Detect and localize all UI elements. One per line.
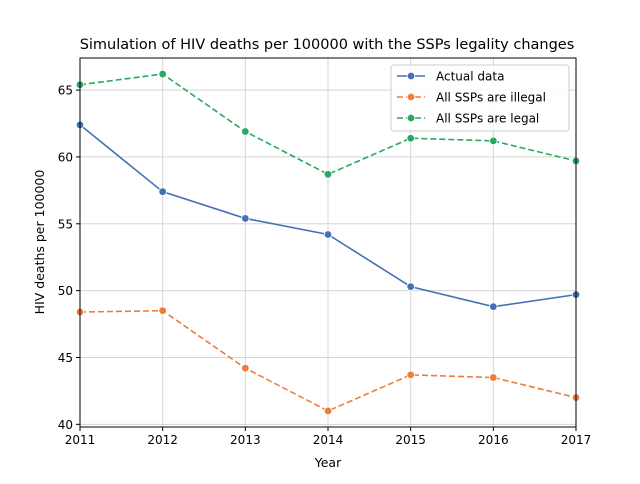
x-tick-label: 2014 xyxy=(313,433,344,447)
y-tick-label: 50 xyxy=(58,284,73,298)
y-tick-label: 40 xyxy=(58,418,73,432)
legend-label: Actual data xyxy=(436,70,504,84)
x-tick-label: 2016 xyxy=(478,433,509,447)
chart-title: Simulation of HIV deaths per 100000 with… xyxy=(80,37,575,53)
data-point xyxy=(489,136,498,146)
x-tick-label: 2012 xyxy=(147,433,178,447)
series-0 xyxy=(75,120,581,311)
legend-box xyxy=(390,64,570,132)
legend-marker xyxy=(406,113,416,123)
data-point xyxy=(406,282,415,291)
legend-marker xyxy=(406,71,416,81)
data-point xyxy=(489,373,498,382)
y-tick-label: 45 xyxy=(58,351,73,365)
legend-marker xyxy=(406,92,416,102)
x-tick-label: 2011 xyxy=(65,433,96,447)
data-point xyxy=(241,214,250,223)
y-tick-label: 55 xyxy=(58,217,73,231)
series-2 xyxy=(75,69,581,179)
y-axis: 40 45 50 55 60 65 xyxy=(58,84,80,432)
legend-label: All SSPs are illegal xyxy=(436,91,546,105)
series-group xyxy=(75,69,581,416)
data-point xyxy=(241,363,250,373)
data-point xyxy=(158,69,167,79)
data-point xyxy=(323,230,333,239)
y-axis-label: HIV deaths per 100000 xyxy=(32,170,47,315)
x-tick-label: 2015 xyxy=(395,433,426,447)
x-axis-label: Year xyxy=(314,455,342,470)
data-point xyxy=(158,306,167,315)
data-point xyxy=(241,127,250,136)
data-point xyxy=(406,370,415,380)
data-point xyxy=(323,170,333,179)
x-tick-label: 2013 xyxy=(230,433,261,447)
legend: Actual data All SSPs are illegal All SSPs … xyxy=(390,64,570,132)
y-tick-label: 60 xyxy=(58,150,73,164)
data-point xyxy=(323,406,333,416)
x-axis: 2011 2012 2013 2014 2015 2016 2017 xyxy=(65,427,592,447)
data-point xyxy=(489,302,498,311)
data-point xyxy=(158,187,167,196)
data-point xyxy=(406,134,415,143)
legend-label: All SSPs are legal xyxy=(436,112,539,126)
x-tick-label: 2017 xyxy=(561,433,592,447)
y-tick-label: 65 xyxy=(58,84,73,98)
